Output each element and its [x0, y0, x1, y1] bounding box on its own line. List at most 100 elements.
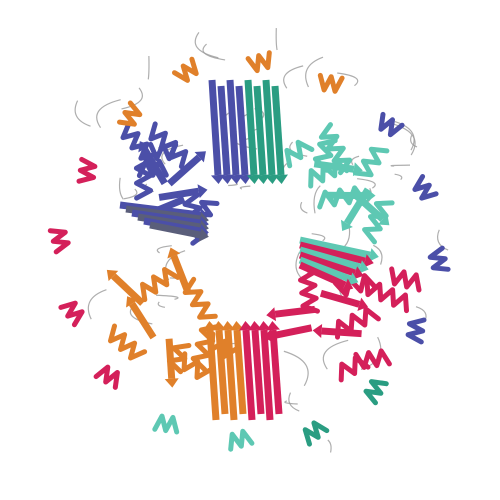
helix-ribbon	[353, 348, 392, 370]
beta-strand	[111, 273, 145, 306]
coil-loop	[156, 245, 172, 254]
beta-strand	[224, 329, 238, 421]
coil-loop	[394, 173, 403, 181]
helix-ribbon	[133, 158, 154, 201]
beta-strand	[321, 327, 362, 338]
helix-ribbon	[405, 317, 427, 345]
coil-loop	[437, 229, 449, 251]
strand-arrowhead	[366, 188, 376, 203]
helix-ribbon	[362, 200, 395, 245]
helix-ribbon	[172, 56, 199, 83]
helix-ribbon	[245, 50, 272, 74]
strand-arrowhead	[377, 214, 390, 226]
helix-ribbon	[364, 276, 409, 314]
beta-strand	[299, 246, 361, 271]
beta-strand	[233, 329, 247, 415]
strand-arrowhead	[340, 219, 353, 232]
strand-arrowhead	[358, 260, 369, 274]
beta-strand	[149, 221, 201, 239]
strand-arrowhead	[239, 321, 253, 331]
coil-loop	[300, 201, 308, 214]
beta-strand	[208, 79, 222, 176]
helix-ribbon	[427, 245, 451, 272]
strand-arrowhead	[357, 297, 368, 312]
coil-loop	[74, 100, 91, 127]
strand-arrowhead	[266, 307, 277, 322]
helix-ribbon	[412, 174, 439, 201]
coil-loop	[288, 392, 300, 412]
coil-loop	[390, 164, 411, 167]
coil-loop	[322, 339, 349, 370]
strand-arrowhead	[197, 184, 208, 199]
helix-ribbon	[363, 379, 389, 406]
beta-strand	[313, 160, 355, 173]
helix-ribbon	[389, 266, 422, 293]
beta-strand	[129, 301, 157, 340]
coil-loop	[313, 185, 321, 214]
beta-strand	[299, 241, 366, 265]
coil-loop	[228, 182, 238, 187]
strand-arrowhead	[263, 328, 274, 343]
coil-loop	[284, 400, 298, 405]
coil-loop	[156, 294, 179, 300]
beta-strand	[299, 236, 371, 259]
strand-arrowhead	[126, 296, 138, 308]
coil-loop	[373, 244, 383, 265]
beta-strand	[251, 329, 265, 415]
strand-arrowhead	[167, 247, 181, 259]
helix-ribbon	[209, 331, 240, 360]
strand-arrowhead	[138, 141, 151, 153]
helix-ribbon	[318, 122, 353, 176]
beta-strand	[244, 79, 258, 176]
coil-loop	[96, 99, 121, 129]
beta-strand	[298, 261, 347, 289]
beta-strand	[269, 329, 283, 415]
helix-ribbon	[93, 364, 120, 390]
strand-arrowhead	[194, 151, 206, 163]
coil-loop	[275, 28, 278, 51]
coil-loop	[239, 185, 251, 190]
coil-loop	[147, 55, 150, 80]
beta-strand	[235, 85, 249, 176]
helix-ribbon	[58, 300, 85, 328]
helix-ribbon	[190, 324, 220, 372]
coil-loop	[202, 43, 226, 61]
helix-ribbon	[317, 185, 367, 210]
strand-arrowhead	[106, 269, 119, 282]
beta-strand	[242, 329, 256, 421]
beta-strand	[271, 85, 285, 176]
beta-strand	[226, 79, 240, 176]
beta-strand	[274, 305, 316, 318]
coil-loop	[194, 32, 219, 59]
coil-loop	[157, 301, 166, 308]
strand-arrowhead	[352, 266, 364, 280]
strand-arrowhead	[363, 254, 374, 268]
beta-strand	[170, 254, 192, 295]
coil-loop	[337, 72, 359, 87]
coil-loop	[327, 439, 332, 453]
strand-arrowhead	[198, 228, 209, 242]
beta-strand	[298, 256, 352, 283]
beta-strand	[298, 251, 357, 277]
helix-ribbon	[140, 267, 181, 303]
helix-ribbon	[317, 72, 345, 94]
strand-arrowhead	[274, 174, 288, 184]
strand-arrowhead	[257, 321, 271, 331]
strand-arrowhead	[352, 162, 363, 177]
coil-loop	[394, 121, 415, 151]
helix-ribbon	[302, 420, 330, 447]
coil-loop	[283, 350, 309, 387]
helix-ribbon	[228, 428, 255, 452]
coil-loop	[87, 289, 107, 320]
coil-loop	[311, 233, 326, 242]
helix-ribbon	[76, 156, 98, 184]
coil-loop	[357, 178, 376, 189]
helix-ribbon	[378, 111, 405, 138]
beta-strand	[253, 85, 267, 176]
strand-arrowhead	[230, 321, 244, 331]
beta-strand	[319, 289, 361, 308]
coil-loop	[123, 188, 138, 200]
coil-loop	[118, 177, 124, 200]
